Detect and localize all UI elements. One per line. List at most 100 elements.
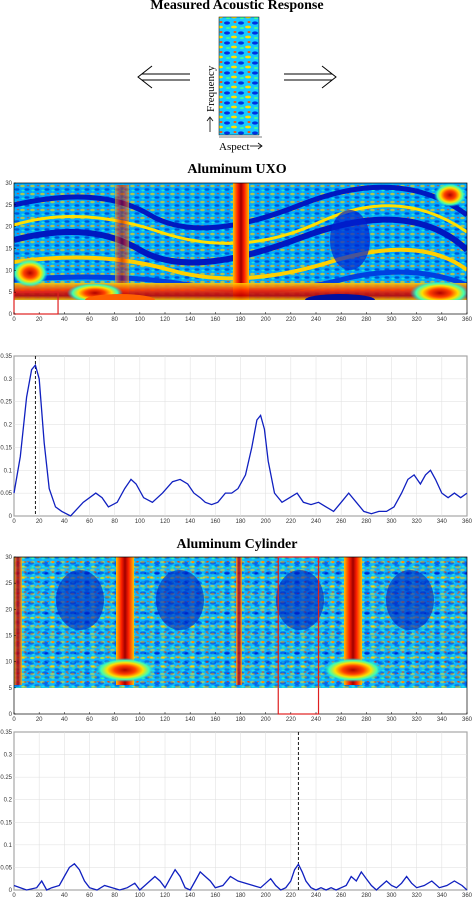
cylinder-heatmap-xtick-label: 40: [61, 717, 68, 723]
cylinder-heatmap-xtick-label: 220: [286, 717, 297, 723]
uxo-line-xtick-label: 300: [386, 519, 397, 525]
uxo-line-ytick-label: 0.25: [0, 400, 12, 406]
uxo-line-plot-grid: [13, 355, 468, 517]
page-title: Measured Acoustic Response: [150, 0, 324, 13]
uxo-title: Aluminum UXO: [187, 162, 287, 177]
cylinder-heatmap-ytick-label: 5: [9, 686, 13, 692]
frequency-arrow-icon: [206, 116, 214, 132]
uxo-line-xtick-label: 340: [437, 519, 448, 525]
aspect-arrow-icon: [219, 136, 263, 150]
cylinder-line-xtick-label: 340: [437, 893, 448, 899]
cylinder-line-plot-axes: 0 20 40 60 80 100 120 140 160 180 200 220 240 260 280 3…: [0, 730, 472, 899]
uxo-line-xtick-label: 360: [462, 519, 473, 525]
cylinder-heatmap-ytick-label: 20: [5, 607, 12, 613]
cylinder-line-xtick-label: 220: [286, 893, 297, 899]
cylinder-heatmap-ytick-label: 30: [5, 555, 12, 561]
cylinder-response-line: [13, 862, 468, 891]
uxo-highlight-box: [13, 291, 59, 315]
uxo-response-line: [13, 363, 468, 517]
cylinder-line-xtick-label: 280: [361, 893, 372, 899]
uxo-heatmap-xtick-label: 300: [386, 317, 397, 323]
uxo-heatmap-xtick-label: 100: [135, 317, 146, 323]
uxo-line-ytick-label: 0.35: [0, 354, 12, 360]
uxo-line-xtick-label: 0: [12, 519, 16, 525]
uxo-heatmap-xtick-label: 20: [36, 317, 43, 323]
uxo-line-xtick-label: 160: [210, 519, 221, 525]
cylinder-heatmap-xtick-label: 340: [437, 717, 448, 723]
uxo-heatmap-ytick-label: 20: [5, 225, 12, 231]
uxo-line-xtick-label: 140: [185, 519, 196, 525]
cylinder-line-ytick-label: 0.35: [0, 730, 12, 736]
uxo-heatmap-ytick-label: 25: [5, 203, 12, 209]
uxo-heatmap-ytick-label: 5: [9, 290, 13, 296]
uxo-heatmap-xtick-label: 340: [437, 317, 448, 323]
cylinder-line-ytick-label: 0.15: [0, 820, 12, 826]
uxo-line-ytick-label: 0.15: [0, 445, 12, 451]
cylinder-line-ytick-label: 0.3: [4, 753, 13, 759]
uxo-heatmap-xtick-label: 240: [311, 317, 322, 323]
uxo-line-xtick-label: 20: [36, 519, 43, 525]
cylinder-line-ytick-label: 0.05: [0, 865, 12, 871]
uxo-line-xtick-label: 100: [135, 519, 146, 525]
right-arrow-icon: [284, 65, 337, 89]
frequency-label: Frequency: [205, 65, 217, 112]
left-arrow-icon: [137, 65, 190, 89]
cylinder-heatmap-xtick-label: 240: [311, 717, 322, 723]
uxo-line-xtick-label: 80: [111, 519, 118, 525]
uxo-line-xtick-label: 200: [261, 519, 272, 525]
cylinder-heatmap-ytick-label: 25: [5, 581, 12, 587]
cylinder-heatmap-ytick-label: 0: [9, 712, 13, 718]
cylinder-line-xtick-label: 360: [462, 893, 473, 899]
cylinder-line-xtick-label: 0: [12, 893, 16, 899]
uxo-heatmap-xtick-label: 360: [462, 317, 473, 323]
uxo-heatmap-xtick-label: 220: [286, 317, 297, 323]
uxo-line-xtick-label: 320: [412, 519, 423, 525]
uxo-heatmap-xtick-label: 260: [336, 317, 347, 323]
cylinder-heatmap-xtick-label: 200: [261, 717, 272, 723]
uxo-line-plot-axes: 0 20 40 60 80 100 120 140 160 180 200 220 240 260 280 3…: [0, 354, 472, 525]
uxo-heatmap-axes: 0 20 40 60 80 100 120 140 160 180 200 220 240 260 280 3…: [5, 181, 472, 323]
cylinder-heatmap-xtick-label: 20: [36, 717, 43, 723]
cylinder-line-xtick-label: 40: [61, 893, 68, 899]
uxo-heatmap-ytick-label: 10: [5, 268, 12, 274]
cylinder-heatmap-ytick-label: 15: [5, 634, 12, 640]
uxo-line-xtick-label: 280: [361, 519, 372, 525]
cylinder-heatmap-xtick-label: 140: [185, 717, 196, 723]
uxo-heatmap-ytick-label: 30: [5, 181, 12, 187]
cylinder-heatmap-ytick-label: 10: [5, 660, 12, 666]
uxo-heatmap-xtick-label: 40: [61, 317, 68, 323]
cylinder-line-xtick-label: 240: [311, 893, 322, 899]
cylinder-heatmap-xtick-label: 300: [386, 717, 397, 723]
uxo-line-xtick-label: 260: [336, 519, 347, 525]
cylinder-heatmap-xtick-label: 180: [235, 717, 246, 723]
uxo-heatmap-ytick-label: 15: [5, 247, 12, 253]
cylinder-heatmap-xtick-label: 320: [412, 717, 423, 723]
uxo-heatmap-xtick-label: 0: [12, 317, 16, 323]
uxo-line-ytick-label: 0.05: [0, 491, 12, 497]
cylinder-line-ytick-label: 0.2: [4, 798, 13, 804]
uxo-line-xtick-label: 40: [61, 519, 68, 525]
uxo-line-xtick-label: 220: [286, 519, 297, 525]
cylinder-heatmap-xtick-label: 260: [336, 717, 347, 723]
cylinder-heatmap-xtick-label: 120: [160, 717, 171, 723]
uxo-line-ytick-label: 0.3: [4, 377, 13, 383]
cylinder-heatmap-xtick-label: 160: [210, 717, 221, 723]
uxo-line-ytick-label: 0.1: [4, 468, 13, 474]
cylinder-highlight-box: [277, 556, 320, 715]
uxo-heatmap-xtick-label: 160: [210, 317, 221, 323]
cylinder-heatmap-xtick-label: 0: [12, 717, 16, 723]
uxo-line-xtick-label: 180: [235, 519, 246, 525]
cylinder-heatmap-axes: 0 20 40 60 80 100 120 140 160 180 200 220 240 260 280 3…: [5, 555, 472, 723]
uxo-heatmap-image: [14, 183, 467, 314]
cylinder-line-ytick-label: 0.1: [4, 843, 13, 849]
measured-response-thumbnail: [218, 16, 260, 136]
cylinder-heatmap-xtick-label: 100: [135, 717, 146, 723]
uxo-heatmap-xtick-label: 320: [412, 317, 423, 323]
cylinder-line-xtick-label: 60: [86, 893, 93, 899]
cylinder-heatmap-xtick-label: 280: [361, 717, 372, 723]
aspect-label: Aspect: [219, 141, 250, 153]
cylinder-line-xtick-label: 80: [111, 893, 118, 899]
cylinder-line-xtick-label: 260: [336, 893, 347, 899]
uxo-line-xtick-label: 240: [311, 519, 322, 525]
